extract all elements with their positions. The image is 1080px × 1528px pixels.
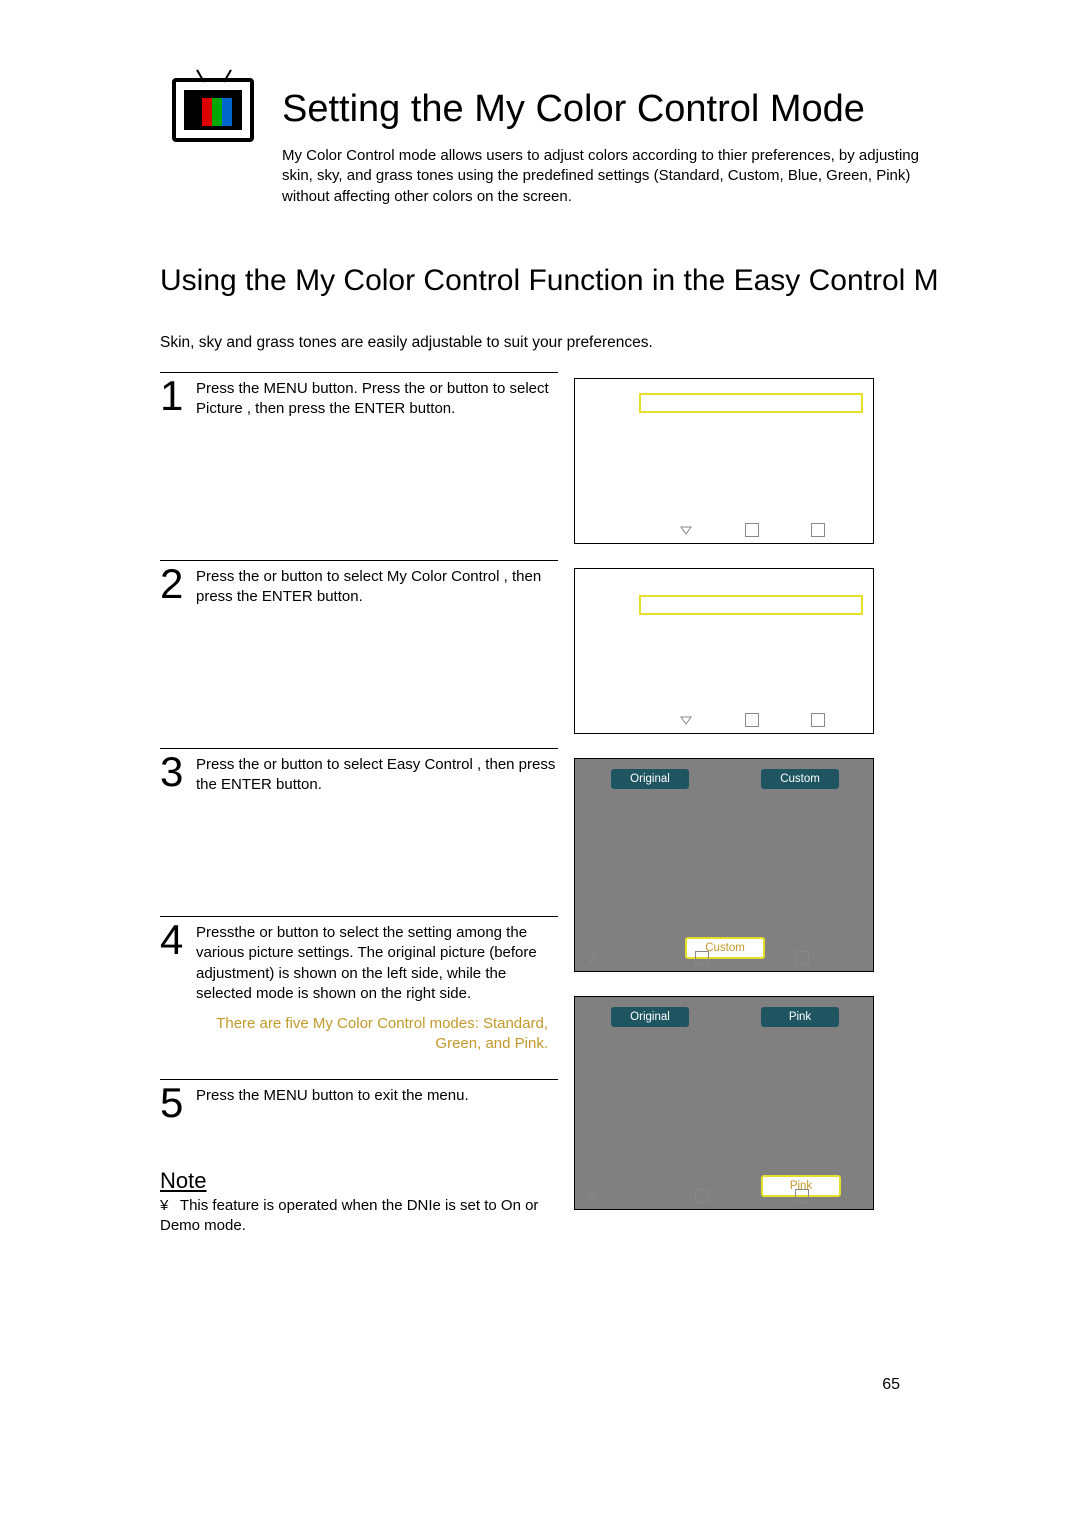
nav-enter-icon bbox=[695, 951, 709, 965]
step-text: Press the MENU button to exit the menu. bbox=[196, 1086, 558, 1106]
steps: 1 Press the MENU button. Press the or bu… bbox=[160, 372, 558, 1149]
section-lede: Skin, sky and grass tones are easily adj… bbox=[160, 334, 653, 352]
step-text: Press the or button to select My Color C… bbox=[196, 567, 558, 608]
nav-down-icon bbox=[679, 523, 693, 537]
nav-exit-icon bbox=[811, 713, 825, 727]
nav-adjust-icon bbox=[585, 951, 599, 965]
step-text: Press the MENU button. Press the or butt… bbox=[196, 379, 558, 420]
nav-exit-icon bbox=[795, 1189, 809, 1203]
step-text: Pressthe or button to select the setting… bbox=[196, 923, 558, 1004]
step-2: 2 Press the or button to select My Color… bbox=[160, 560, 558, 748]
nav-enter-icon bbox=[695, 1189, 709, 1203]
screen-3: Original Custom Custom bbox=[574, 758, 874, 972]
note-body: ¥ This feature is operated when the DNIe… bbox=[160, 1196, 540, 1237]
nav-adjust-icon bbox=[585, 1189, 599, 1203]
pill-original: Original bbox=[611, 769, 689, 789]
nav-exit-icon bbox=[811, 523, 825, 537]
step-3: 3 Press the or button to select Easy Con… bbox=[160, 748, 558, 916]
step-5: 5 Press the MENU button to exit the menu… bbox=[160, 1079, 558, 1149]
step-4: 4 Pressthe or button to select the setti… bbox=[160, 916, 558, 1079]
note-heading: Note bbox=[160, 1168, 206, 1194]
page-number: 65 bbox=[882, 1376, 900, 1394]
step-number: 2 bbox=[160, 563, 183, 605]
highlight-row bbox=[639, 595, 863, 615]
modes-note-line1: There are five My Color Control modes: S… bbox=[216, 1015, 548, 1032]
note-bullet: ¥ bbox=[160, 1196, 176, 1216]
modes-note: There are five My Color Control modes: S… bbox=[196, 1014, 558, 1055]
screen-1 bbox=[574, 378, 874, 544]
pill-custom: Custom bbox=[761, 769, 839, 789]
intro-text: My Color Control mode allows users to ad… bbox=[282, 146, 942, 207]
page-title: Setting the My Color Control Mode bbox=[282, 88, 865, 131]
step-number: 1 bbox=[160, 375, 183, 417]
modes-note-line2: Green, and Pink. bbox=[435, 1035, 548, 1052]
step-number: 5 bbox=[160, 1082, 183, 1124]
nav-enter-icon bbox=[745, 523, 759, 537]
nav-exit-icon bbox=[795, 951, 809, 965]
screen-2 bbox=[574, 568, 874, 734]
step-1: 1 Press the MENU button. Press the or bu… bbox=[160, 372, 558, 560]
note-text: This feature is operated when the DNIe i… bbox=[160, 1197, 538, 1234]
pill-original: Original bbox=[611, 1007, 689, 1027]
screen-4: Original Pink Pink bbox=[574, 996, 874, 1210]
section-heading: Using the My Color Control Function in t… bbox=[160, 264, 939, 298]
step-text: Press the or button to select Easy Contr… bbox=[196, 755, 558, 796]
nav-down-icon bbox=[679, 713, 693, 727]
step-number: 4 bbox=[160, 919, 183, 961]
step-number: 3 bbox=[160, 751, 183, 793]
highlight-row bbox=[639, 393, 863, 413]
nav-enter-icon bbox=[745, 713, 759, 727]
pill-pink: Pink bbox=[761, 1007, 839, 1027]
tv-icon bbox=[172, 78, 254, 142]
